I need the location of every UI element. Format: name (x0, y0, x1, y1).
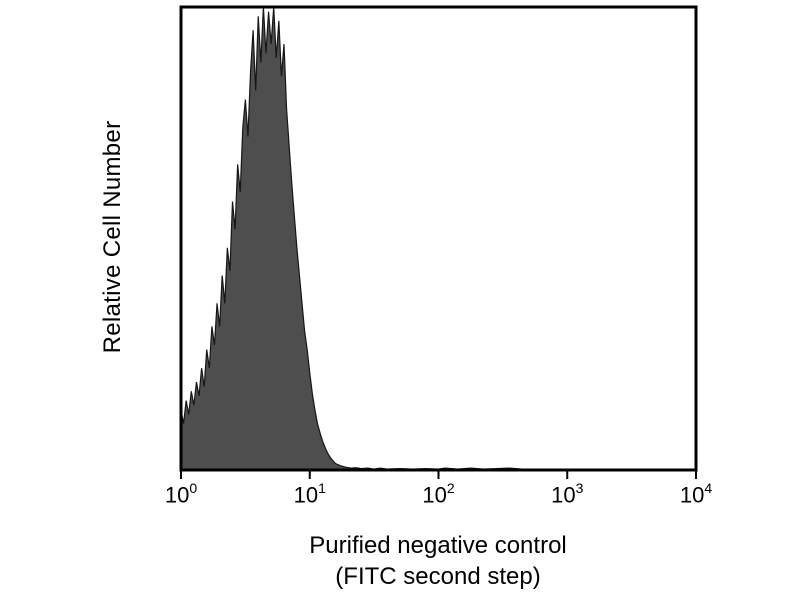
y-axis-title: Relative Cell Number (99, 120, 126, 354)
x-axis-title-line2: (FITC second step) (335, 563, 541, 590)
x-axis-title: Purified negative control (FITC second s… (309, 530, 566, 592)
histogram-area (180, 6, 696, 471)
x-axis-title-line1: Purified negative control (309, 532, 567, 559)
plot-border (179, 5, 698, 472)
